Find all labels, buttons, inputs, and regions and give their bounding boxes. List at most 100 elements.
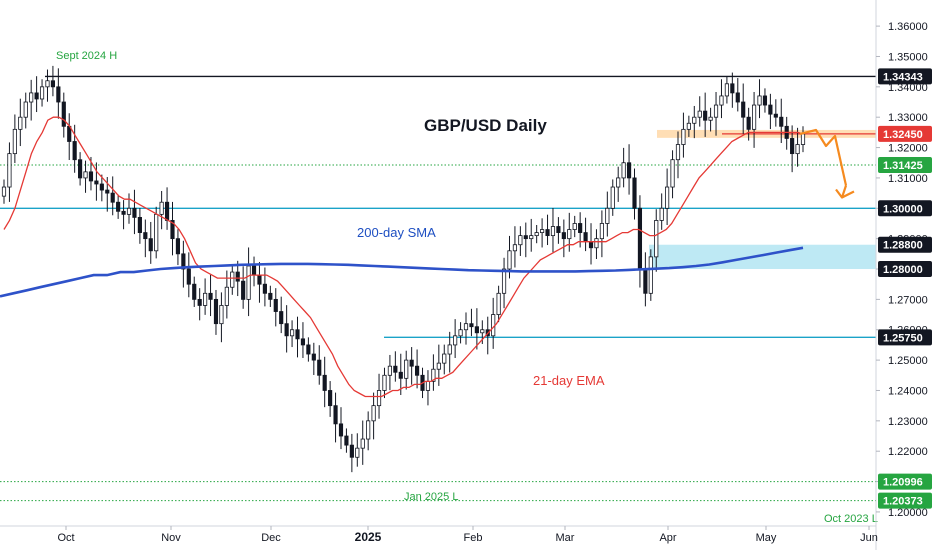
candle-up <box>692 116 697 124</box>
candle-up <box>360 438 365 449</box>
y-tick-label: 1.20000 <box>888 507 928 519</box>
price-labels: 1.34343 1.32450 1.31425 1.30000 1.28800 1.280… <box>878 68 932 509</box>
candle-down <box>213 298 219 325</box>
candle-up <box>507 250 512 270</box>
candle-down <box>474 326 479 334</box>
candle-down <box>192 283 197 300</box>
y-tick-label: 1.25000 <box>888 355 928 367</box>
candle-down <box>746 116 751 130</box>
candle-up <box>708 116 713 121</box>
candle-down <box>295 329 300 340</box>
candle-up <box>648 256 653 294</box>
price-label-text: 1.31425 <box>883 160 923 172</box>
candle-up <box>616 177 621 188</box>
candle-down <box>268 292 273 300</box>
y-tick-label: 1.34000 <box>888 82 928 94</box>
candle-up <box>659 207 664 221</box>
candle-down <box>393 365 398 373</box>
candle-up <box>800 133 806 145</box>
candle-down <box>72 141 77 161</box>
candle-down <box>545 229 550 237</box>
candle-up <box>681 128 686 145</box>
x-tick-label: Oct <box>57 532 74 544</box>
candle-up <box>751 104 757 130</box>
candle-up <box>12 128 17 155</box>
x-tick-label: Dec <box>261 532 281 544</box>
candle-up <box>219 305 224 325</box>
y-tick-label: 1.23000 <box>888 416 928 428</box>
candle-up <box>425 380 431 391</box>
candle-down <box>338 423 344 437</box>
candle-down <box>197 298 202 306</box>
candle-down <box>105 189 110 194</box>
candle-up <box>83 171 88 179</box>
candle-up <box>23 101 28 118</box>
price-label-bg <box>878 261 932 278</box>
candle-down <box>257 274 262 285</box>
candle-down <box>273 298 278 312</box>
price-label-bg <box>878 492 932 509</box>
candle-up <box>665 186 670 209</box>
candle-down <box>349 444 354 458</box>
price-label-bg <box>878 200 932 217</box>
candle-up <box>382 374 387 391</box>
candle-down <box>56 86 61 103</box>
horizontal-levels <box>0 75 876 502</box>
candle-up <box>496 292 501 315</box>
candle-up <box>534 232 539 237</box>
candle-up <box>355 447 360 458</box>
price-label-bg <box>878 125 932 142</box>
y-tick-label: 1.32000 <box>888 143 928 155</box>
annotation-sept-2024-high: Sept 2024 H <box>56 50 117 62</box>
candle-down <box>561 232 566 240</box>
candle-up <box>654 220 659 258</box>
candle-down <box>235 271 240 282</box>
price-label-text: 1.30000 <box>883 203 923 215</box>
price-label-bg <box>878 157 932 174</box>
candle-down <box>415 365 420 376</box>
candle-down <box>583 232 588 243</box>
candle-up <box>540 229 545 233</box>
y-tick-label: 1.24000 <box>888 385 928 397</box>
candle-down <box>398 371 403 379</box>
projection-path <box>799 128 848 186</box>
candle-down <box>762 95 768 106</box>
candle-up <box>697 110 702 118</box>
candle-up <box>594 238 599 249</box>
candle-down <box>703 110 708 121</box>
candle-down <box>121 210 126 215</box>
candle-up <box>599 223 604 240</box>
chart-title: GBP/USD Daily <box>424 116 547 135</box>
candle-up <box>501 268 507 294</box>
candle-up <box>518 235 523 246</box>
candle-down <box>262 283 267 294</box>
x-tick-label: Nov <box>161 532 181 544</box>
candle-up <box>724 83 729 97</box>
candle-down <box>306 344 311 355</box>
candle-down <box>626 162 632 179</box>
candle-down <box>148 238 153 252</box>
price-label-text: 1.28000 <box>883 264 923 276</box>
x-tick-label: May <box>756 532 777 544</box>
candle-up <box>371 405 376 422</box>
projection-tail <box>840 185 848 198</box>
candle-up <box>387 365 392 376</box>
price-label-bg <box>878 473 932 490</box>
annotation-21-day-ema: 21-day EMA <box>533 373 605 388</box>
candle-down <box>779 116 784 127</box>
y-tick-label: 1.36000 <box>888 21 928 33</box>
candle-down <box>116 201 121 212</box>
candle-down <box>643 268 648 294</box>
candle-down <box>773 113 778 118</box>
candle-down <box>790 138 795 155</box>
candle-up <box>289 329 295 337</box>
candle-up <box>29 92 34 103</box>
candle-up <box>203 292 208 306</box>
x-tick-label: Feb <box>464 532 483 544</box>
candle-up <box>1 186 7 197</box>
candle-up <box>453 335 458 346</box>
support-zone <box>649 244 876 270</box>
candle-down <box>637 207 643 270</box>
candle-down <box>78 159 83 179</box>
price-label-bg <box>878 329 932 346</box>
